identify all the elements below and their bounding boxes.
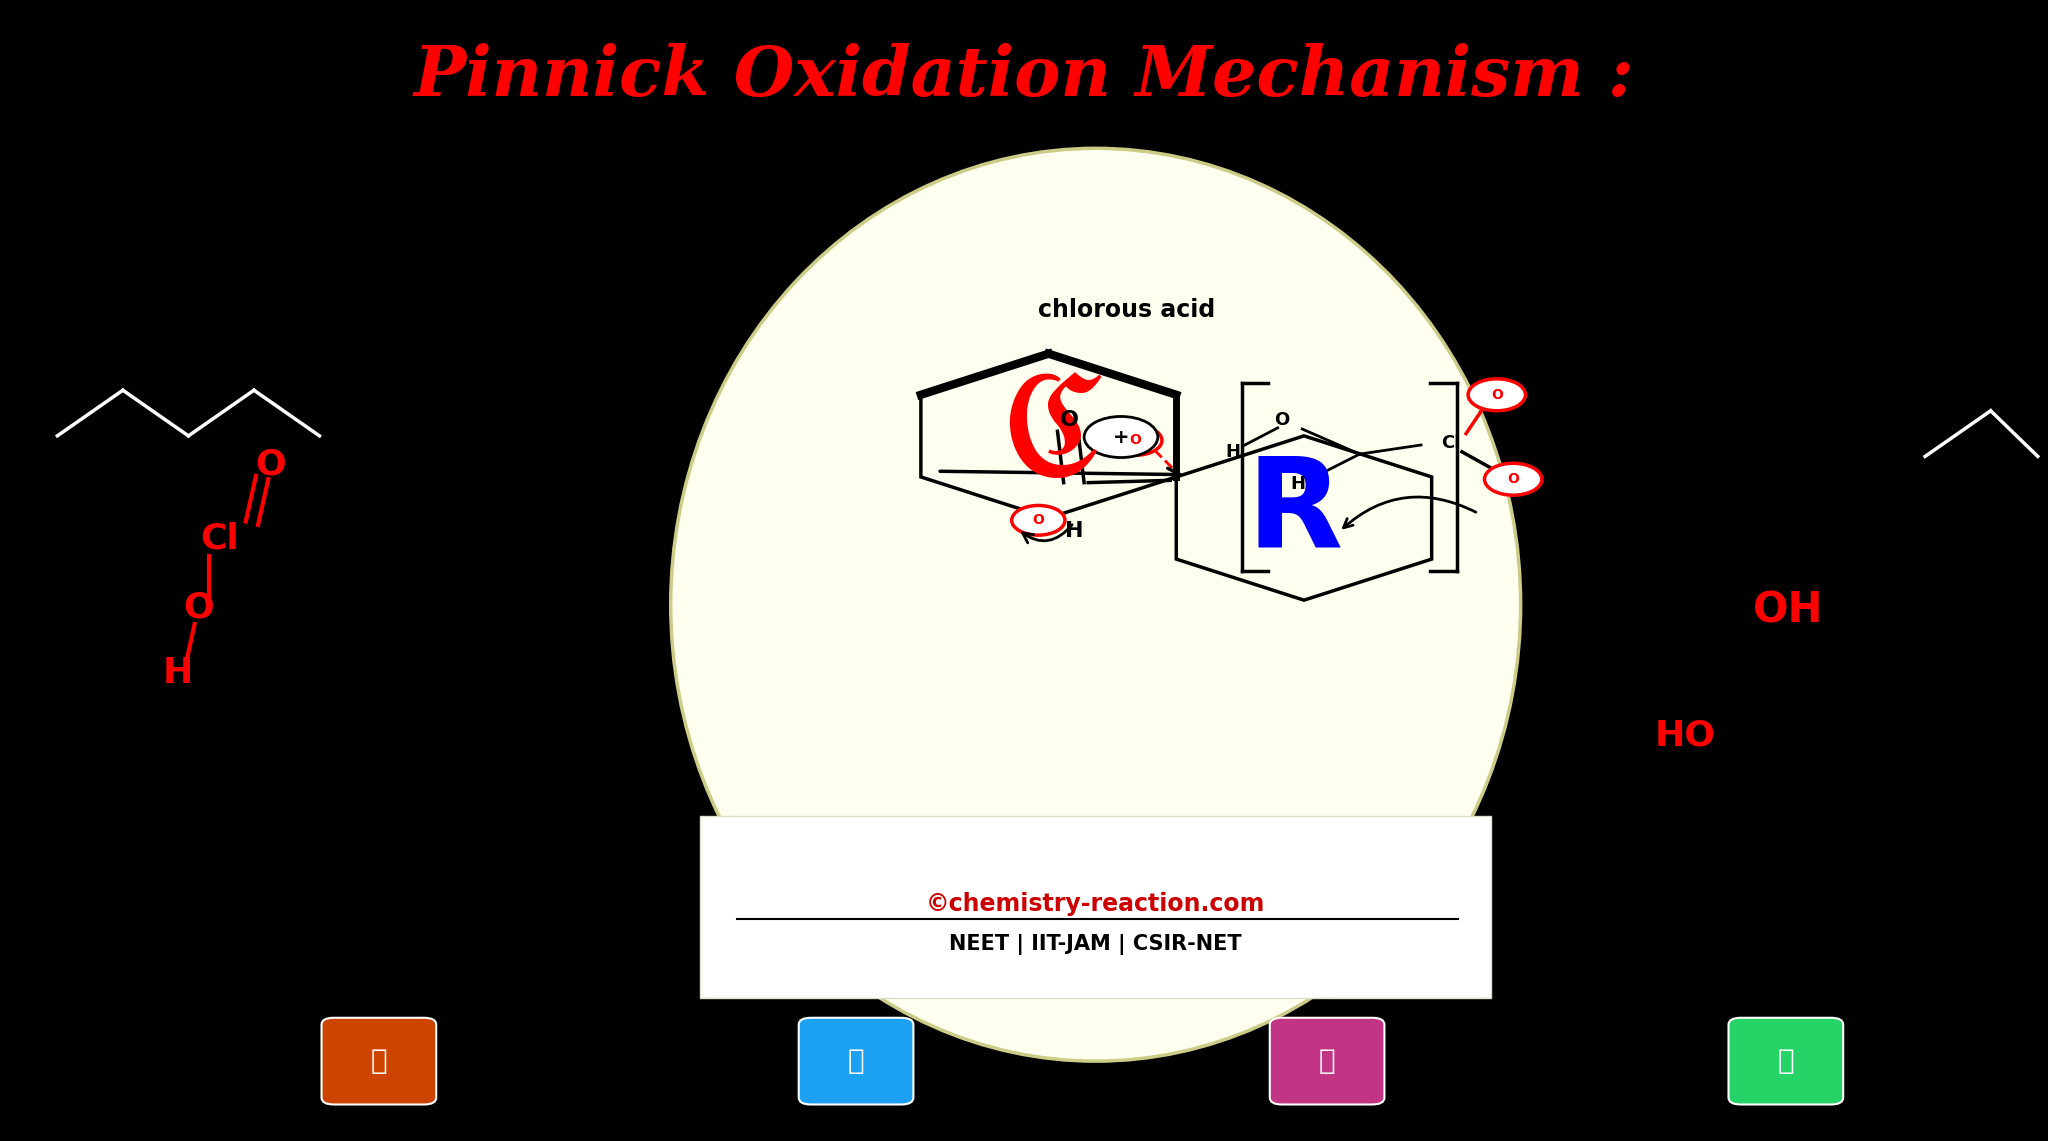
Text: Cl: Cl [201, 521, 238, 556]
Circle shape [1012, 505, 1065, 535]
Text: O: O [1128, 434, 1141, 447]
Text: O: O [1032, 513, 1044, 527]
Text: O: O [1061, 410, 1079, 430]
Text: H: H [1290, 475, 1307, 493]
FancyBboxPatch shape [799, 1018, 913, 1104]
Text: Cl: Cl [1751, 705, 1790, 739]
Text: 📷: 📷 [1319, 1047, 1335, 1075]
Text: O: O [1507, 472, 1520, 486]
Text: chlorous acid: chlorous acid [1038, 298, 1214, 322]
Text: Cl: Cl [1442, 434, 1460, 452]
Text: O: O [1491, 388, 1503, 402]
Circle shape [1485, 463, 1542, 495]
Text: $\mathbf{R}$: $\mathbf{R}$ [1245, 452, 1341, 573]
Text: O: O [182, 590, 215, 624]
FancyBboxPatch shape [1270, 1018, 1384, 1104]
Circle shape [1108, 426, 1161, 455]
Text: OH: OH [1753, 590, 1823, 631]
Text: 📱: 📱 [1778, 1047, 1794, 1075]
Text: H: H [164, 656, 193, 690]
Text: H: H [1065, 520, 1083, 541]
Text: ©chemistry-reaction.com: ©chemistry-reaction.com [926, 891, 1266, 916]
Text: O: O [1274, 411, 1290, 429]
Text: 🖥: 🖥 [371, 1047, 387, 1075]
Text: Pinnick Oxidation Mechanism :: Pinnick Oxidation Mechanism : [414, 42, 1634, 111]
Text: $\mathfrak{C}$: $\mathfrak{C}$ [1001, 363, 1104, 504]
Ellipse shape [672, 148, 1520, 1061]
Circle shape [1468, 379, 1526, 411]
FancyBboxPatch shape [700, 816, 1491, 998]
Text: NEET | IIT-JAM | CSIR-NET: NEET | IIT-JAM | CSIR-NET [950, 934, 1241, 955]
Text: HO: HO [1655, 719, 1716, 753]
Circle shape [1083, 416, 1157, 458]
FancyBboxPatch shape [1729, 1018, 1843, 1104]
FancyBboxPatch shape [322, 1018, 436, 1104]
Text: 🐦: 🐦 [848, 1047, 864, 1075]
Text: H: H [1225, 443, 1241, 461]
Text: +: + [1112, 428, 1128, 446]
Text: O: O [254, 447, 287, 482]
